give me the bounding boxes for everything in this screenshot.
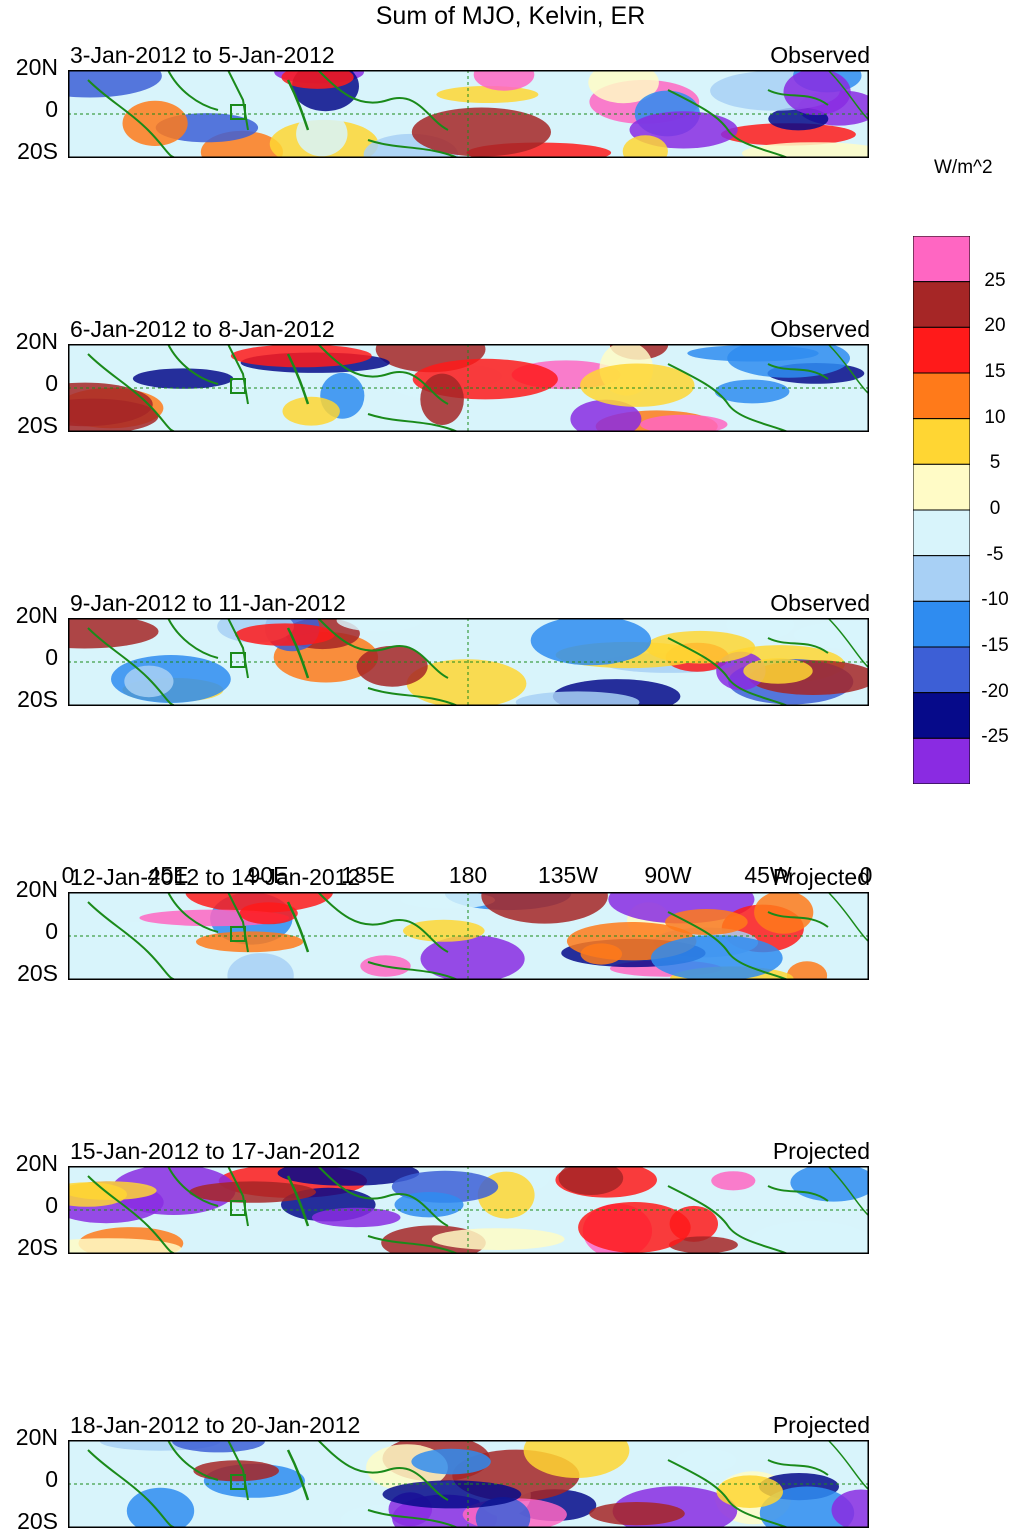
anomaly-field-map bbox=[68, 1440, 869, 1528]
legend-label: -15 bbox=[981, 635, 1009, 656]
legend-label: -20 bbox=[981, 680, 1009, 702]
x-tick-label: 45E bbox=[147, 862, 189, 888]
legend-label: -25 bbox=[981, 726, 1009, 748]
legend-label: -5 bbox=[986, 543, 1004, 565]
panel-status: Projected bbox=[772, 1412, 870, 1438]
legend-swatch bbox=[913, 646, 970, 694]
legend-swatch bbox=[913, 236, 970, 283]
panel-status: Observed bbox=[770, 42, 870, 68]
legend-label: 5 bbox=[989, 452, 1001, 474]
y-axis-label: 20N bbox=[15, 1150, 58, 1176]
panel-date-range: 18-Jan-2012 to 20-Jan-2012 bbox=[70, 1412, 361, 1438]
legend-unit: W/m^2 bbox=[934, 157, 993, 178]
y-axis-label: 20S bbox=[17, 138, 58, 164]
y-axis-label: 0 bbox=[45, 644, 58, 670]
y-axis-label: 20S bbox=[17, 412, 58, 438]
y-axis-label: 20N bbox=[15, 328, 58, 354]
panel-status: Projected bbox=[772, 1138, 870, 1164]
legend-swatch bbox=[913, 692, 970, 739]
y-axis-label: 20N bbox=[15, 602, 58, 628]
legend-label: 25 bbox=[984, 269, 1006, 291]
anomaly-field-map bbox=[68, 70, 869, 158]
y-axis-label: 20S bbox=[17, 960, 58, 986]
x-tick-label: 180 bbox=[448, 862, 488, 888]
panel-date-range: 9-Jan-2012 to 11-Jan-2012 bbox=[70, 590, 346, 616]
x-tick-label: 90W bbox=[644, 862, 692, 888]
map-panel: 15-Jan-2012 to 17-Jan-2012 Projected 20N 0 2… bbox=[0, 548, 900, 1260]
legend-swatch bbox=[913, 600, 970, 648]
legend-label: 20 bbox=[984, 315, 1006, 337]
legend-swatch bbox=[913, 737, 970, 784]
panel-date-range: 12-Jan-2012 to 14-Jan-2012 bbox=[70, 864, 361, 890]
y-axis-label: 0 bbox=[45, 1466, 58, 1492]
legend-label: -10 bbox=[981, 589, 1009, 611]
map-panel: 18-Jan-2012 to 20-Jan-2012 Projected 20N 0 2… bbox=[0, 685, 900, 1534]
x-tick-label: 135E bbox=[341, 862, 395, 888]
map-panel: 12-Jan-2012 to 14-Jan-2012 Projected 20N 0 2… bbox=[0, 411, 900, 986]
legend-swatch bbox=[913, 326, 970, 374]
y-axis-label: 0 bbox=[45, 918, 58, 944]
anomaly-field-map bbox=[68, 344, 869, 432]
panel-status: Observed bbox=[770, 316, 870, 342]
legend-swatch bbox=[913, 555, 970, 602]
panel-status: Projected bbox=[772, 864, 870, 890]
y-axis-label: 20N bbox=[15, 1424, 58, 1450]
legend-label: 10 bbox=[984, 406, 1006, 428]
anomaly-field-map bbox=[68, 892, 869, 980]
legend-swatch bbox=[913, 281, 970, 328]
y-axis-label: 20S bbox=[17, 1234, 58, 1260]
x-tick-label: 0 bbox=[61, 862, 75, 888]
panel-date-range: 3-Jan-2012 to 5-Jan-2012 bbox=[70, 42, 335, 68]
legend-label: 15 bbox=[984, 361, 1006, 382]
x-tick-label: 135W bbox=[537, 862, 599, 888]
legend-label: 0 bbox=[989, 498, 1001, 519]
y-axis-label: 20N bbox=[15, 54, 58, 80]
figure-title: Sum of MJO, Kelvin, ER bbox=[375, 2, 646, 30]
map-panel: 3-Jan-2012 to 5-Jan-2012 Observed 20N 0 20S bbox=[0, 0, 900, 164]
y-axis-label: 20S bbox=[17, 686, 58, 712]
y-axis-label: 0 bbox=[45, 370, 58, 396]
anomaly-field-map bbox=[68, 1166, 869, 1254]
legend-swatch bbox=[913, 509, 970, 557]
x-tick-label: 0 bbox=[859, 862, 873, 888]
panel-date-range: 15-Jan-2012 to 17-Jan-2012 bbox=[70, 1138, 361, 1164]
y-axis-label: 0 bbox=[45, 96, 58, 122]
y-axis-label: 20S bbox=[17, 1508, 58, 1534]
x-tick-label: 45W bbox=[744, 862, 792, 888]
panel-status: Observed bbox=[770, 590, 870, 616]
map-panel: 9-Jan-2012 to 11-Jan-2012 Observed 20N 0 20S bbox=[0, 274, 900, 712]
panel-date-range: 6-Jan-2012 to 8-Jan-2012 bbox=[70, 316, 335, 342]
legend-swatch bbox=[913, 372, 970, 420]
y-axis-label: 0 bbox=[45, 1192, 58, 1218]
legend-swatch bbox=[913, 418, 970, 465]
anomaly-field-map bbox=[68, 618, 869, 706]
map-panel: 6-Jan-2012 to 8-Jan-2012 Observed 20N 0 20S bbox=[0, 137, 900, 438]
color-legend-bar bbox=[913, 236, 970, 784]
legend-swatch bbox=[913, 463, 970, 511]
x-tick-label: 90E bbox=[247, 862, 289, 888]
